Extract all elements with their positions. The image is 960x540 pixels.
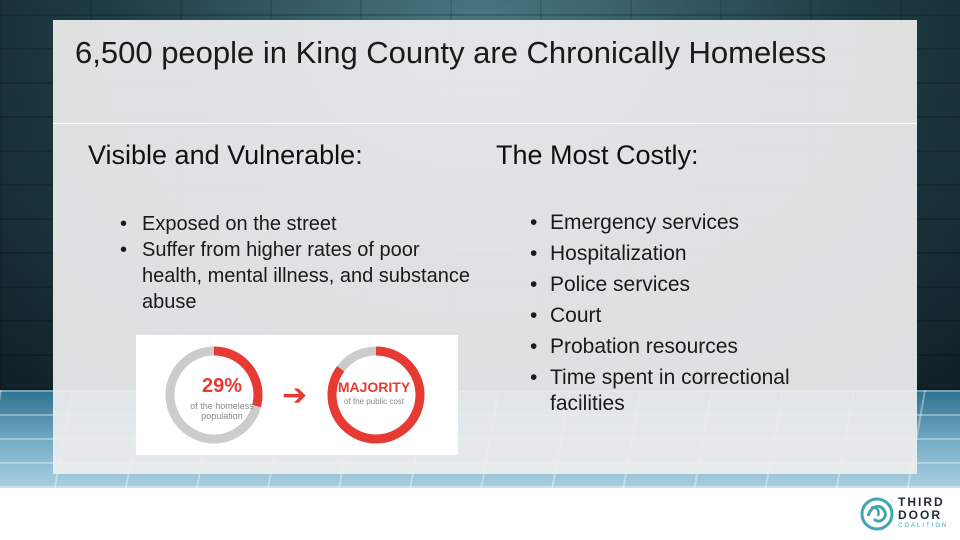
arrow-right-icon: ➔ xyxy=(282,379,308,412)
logo-line-third: THIRD xyxy=(898,495,945,509)
left-column-heading: Visible and Vulnerable: xyxy=(88,140,363,170)
cost-ring-fill xyxy=(327,346,425,444)
list-item: Police services xyxy=(530,272,860,298)
logo-line-coalition: COALITION xyxy=(898,523,949,529)
cost-stat-caption: of the public cost xyxy=(343,397,405,406)
list-item: Time spent in correctional facilities xyxy=(530,365,860,417)
cost-ring-chart xyxy=(327,346,425,444)
logo-wordmark: THIRD DOOR xyxy=(898,496,945,522)
cost-stat-value: MAJORITY xyxy=(337,379,411,395)
population-stat-value: 29% xyxy=(201,375,243,397)
list-item: Court xyxy=(530,303,860,329)
logo-line-door: DOOR xyxy=(898,508,942,522)
population-ring-chart xyxy=(165,346,263,444)
right-bullet-list: Emergency services Hospitalization Polic… xyxy=(530,210,860,422)
swirl-logo-icon xyxy=(860,497,894,531)
title-divider xyxy=(53,123,917,124)
cost-infographic: 29% of the homeless population ➔ MAJORIT… xyxy=(136,335,458,455)
list-item: Exposed on the street xyxy=(120,211,480,237)
list-item: Probation resources xyxy=(530,334,860,360)
population-ring-fill xyxy=(165,346,263,444)
list-item: Hospitalization xyxy=(530,241,860,267)
list-item: Suffer from higher rates of poor health,… xyxy=(120,237,480,315)
population-stat-caption: of the homeless population xyxy=(190,401,254,421)
left-bullet-list: Exposed on the street Suffer from higher… xyxy=(120,211,480,315)
slide-title: 6,500 people in King County are Chronica… xyxy=(75,35,827,70)
list-item: Emergency services xyxy=(530,210,860,236)
right-column-heading: The Most Costly: xyxy=(496,140,699,170)
background-footer xyxy=(0,488,960,540)
